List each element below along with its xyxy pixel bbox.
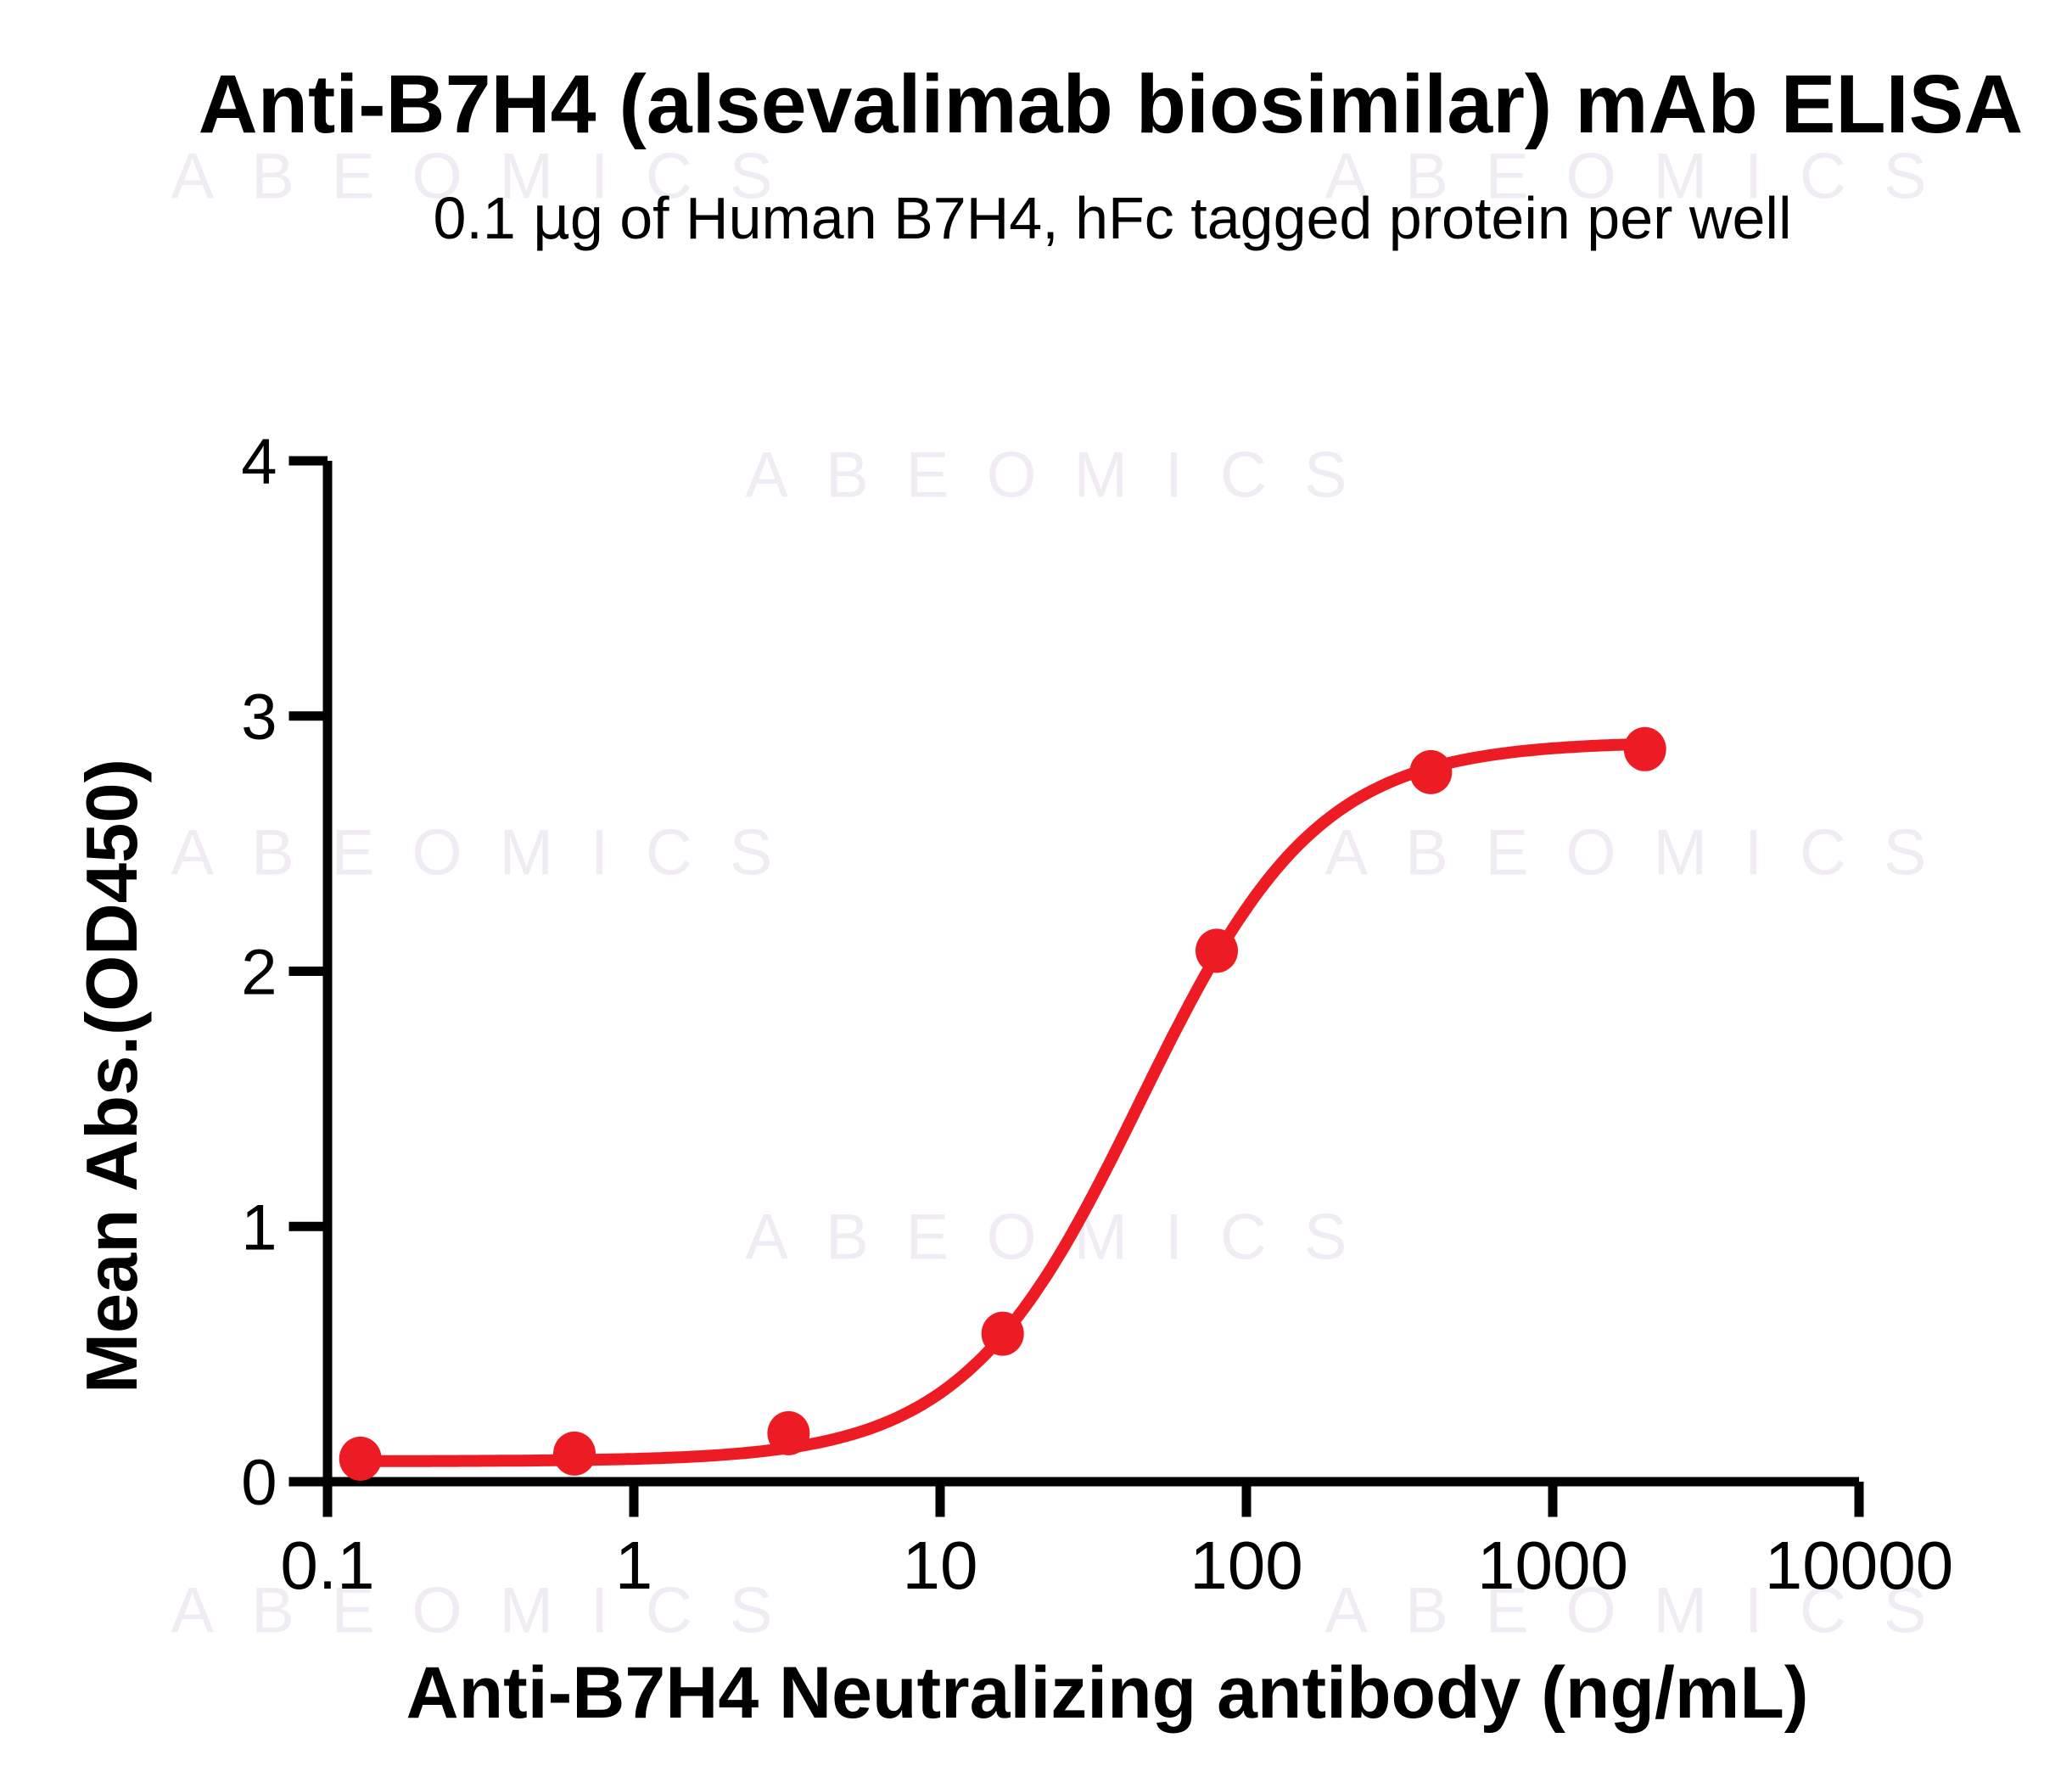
y-tick-label: 4 bbox=[241, 426, 277, 498]
x-tick-label: 10 bbox=[903, 1528, 978, 1603]
subtitle-suffix: g of Human B7H4, hFc tagged protein per … bbox=[569, 185, 1792, 251]
y-tick-label: 3 bbox=[241, 681, 277, 754]
watermark-text: ABEOMICS bbox=[171, 816, 810, 889]
x-tick-label: 10000 bbox=[1765, 1528, 1953, 1603]
data-points-group bbox=[339, 726, 1666, 1481]
x-tick-label: 100 bbox=[1190, 1528, 1302, 1603]
mu-symbol: μ bbox=[532, 183, 570, 253]
y-tick-labels-group: 0 1 2 3 4 bbox=[241, 426, 277, 1519]
data-point bbox=[767, 1410, 810, 1455]
data-point bbox=[1409, 749, 1453, 794]
y-tick-label: 1 bbox=[241, 1191, 277, 1264]
x-tick-labels-group: 0.1 1 10 100 1000 10000 bbox=[280, 1528, 1953, 1603]
x-ticks-group bbox=[322, 1482, 1864, 1517]
y-axis-title: Mean Abs.(OD450) bbox=[72, 759, 153, 1393]
x-tick-label: 0.1 bbox=[280, 1528, 374, 1603]
watermark-text: ABEOMICS bbox=[1324, 816, 1964, 889]
watermark-text: ABEOMICS bbox=[1324, 1574, 1964, 1647]
y-ticks-group bbox=[288, 456, 328, 1487]
chart-subtitle: 0.1 μg of Human B7H4, hFc tagged protein… bbox=[434, 183, 1792, 253]
data-point bbox=[1623, 726, 1666, 771]
x-axis-title: Anti-B7H4 Neutralizing antibody (ng/mL) bbox=[406, 1652, 1809, 1734]
chart-title: Anti-B7H4 (alsevalimab biosimilar) mAb E… bbox=[198, 58, 2024, 150]
data-point bbox=[553, 1431, 596, 1476]
watermark-text: ABEOMICS bbox=[745, 439, 1385, 512]
y-tick-label: 2 bbox=[241, 937, 277, 1009]
watermark-text: ABEOMICS bbox=[745, 1201, 1385, 1274]
y-tick-label: 0 bbox=[241, 1447, 277, 1519]
axis-lines bbox=[322, 461, 1859, 1487]
data-point bbox=[339, 1436, 382, 1481]
data-point bbox=[981, 1311, 1024, 1356]
watermark-text: ABEOMICS bbox=[171, 1574, 810, 1647]
x-tick-label: 1000 bbox=[1477, 1528, 1628, 1603]
subtitle-prefix: 0.1 bbox=[433, 185, 533, 251]
x-tick-label: 1 bbox=[615, 1528, 653, 1603]
data-point bbox=[1196, 928, 1238, 973]
watermark-text: ABEOMICS bbox=[1324, 140, 1964, 213]
watermark-text: ABEOMICS bbox=[171, 140, 810, 213]
axes-group bbox=[322, 461, 1859, 1487]
